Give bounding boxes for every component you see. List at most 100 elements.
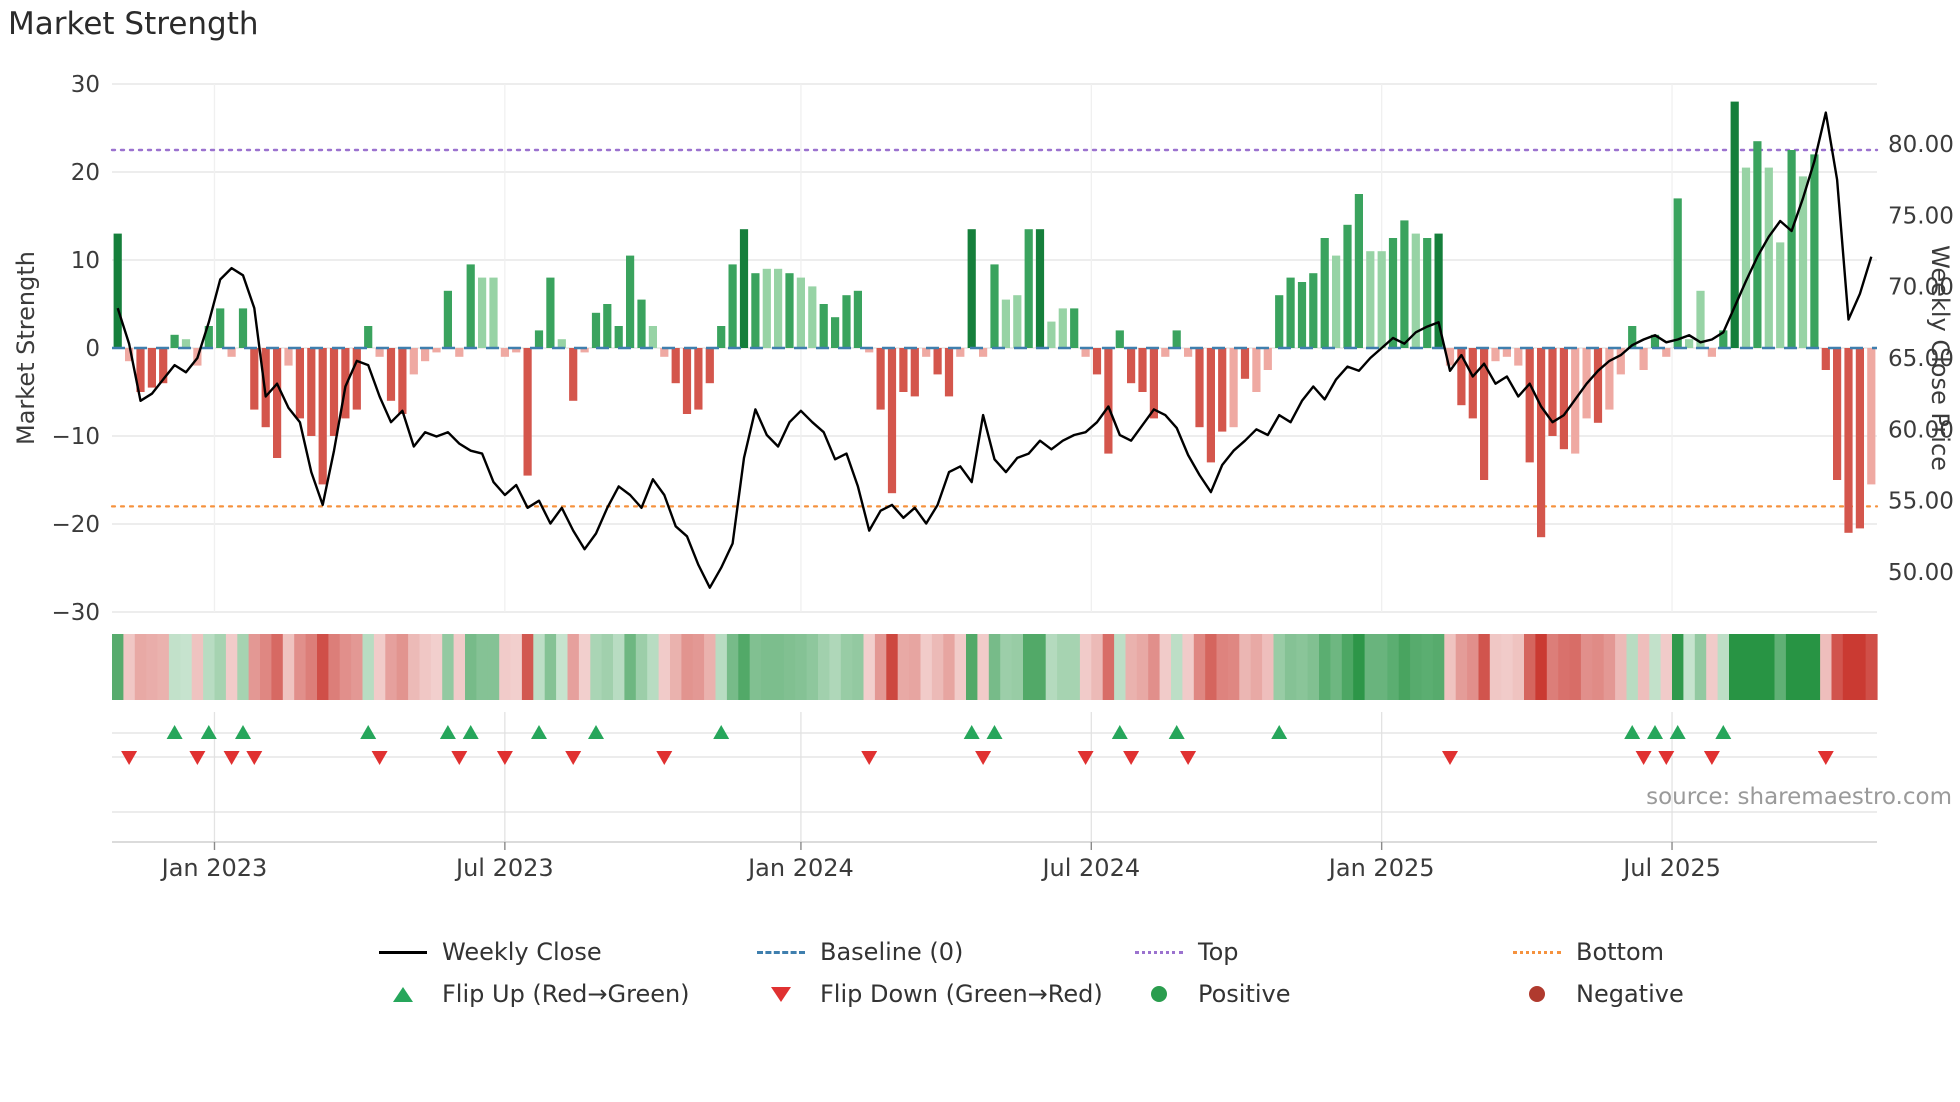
strength-bar — [671, 348, 680, 384]
strength-bar — [273, 348, 282, 458]
strength-bar — [421, 348, 430, 362]
heatmap-cell — [874, 634, 887, 700]
heatmap-cell — [248, 634, 261, 700]
strength-bar — [1833, 348, 1842, 480]
market-strength-chart: 30 20 10 0 −10 −20 −30 80.00 75.00 70.00 65.00 60.0… — [51, 72, 1954, 882]
heatmap-cell — [1353, 634, 1366, 700]
heatmap-cell — [1387, 634, 1400, 700]
strength-bar — [1559, 348, 1568, 450]
strength-bar — [443, 290, 452, 348]
heatmap-cell — [601, 634, 614, 700]
strength-bar — [1206, 348, 1215, 463]
heatmap-cell — [476, 634, 489, 700]
strength-bar — [1855, 348, 1864, 529]
strength-bar — [1058, 308, 1067, 348]
heatmap-cell — [1125, 634, 1138, 700]
left-axis-tick-label: 0 — [85, 336, 100, 362]
flip-down-triangle-icon — [756, 986, 806, 1002]
strength-bar — [1639, 348, 1648, 370]
flip-down-marker — [451, 751, 468, 765]
strength-bar — [1366, 251, 1375, 348]
flip-up-marker — [963, 725, 980, 739]
x-axis-tick-label: Jul 2024 — [1040, 854, 1140, 882]
right-axis-tick-label: 50.00 — [1888, 560, 1954, 586]
flip-down-marker — [1180, 751, 1197, 765]
flip-down-marker — [121, 751, 138, 765]
strength-bar — [1172, 330, 1181, 348]
strength-bar — [432, 348, 441, 353]
strength-bar — [1332, 255, 1341, 348]
heatmap-cell — [1216, 634, 1229, 700]
strength-bar — [865, 348, 874, 353]
heatmap-cell — [556, 634, 569, 700]
heatmap-cell — [840, 634, 853, 700]
heatmap-cell — [1831, 634, 1844, 700]
x-axis-tick-label: Jan 2024 — [746, 854, 854, 882]
strength-bar — [159, 348, 168, 384]
flip-up-marker — [1168, 725, 1185, 739]
source-credit: source: sharemaestro.com — [1646, 784, 1952, 810]
strength-bar — [1730, 101, 1739, 348]
flip-down-marker — [246, 751, 263, 765]
heatmap-cell — [795, 634, 808, 700]
strength-bar — [1195, 348, 1204, 428]
heatmap-cell — [237, 634, 250, 700]
heatmap-cell — [806, 634, 819, 700]
strength-bar — [1092, 348, 1102, 375]
strength-bar — [694, 348, 703, 410]
heatmap-cell — [931, 634, 944, 700]
strength-bar — [1810, 154, 1819, 348]
page-title: Market Strength — [8, 6, 259, 42]
strength-bar — [876, 348, 885, 410]
strength-bar — [216, 308, 225, 348]
heatmap-cell — [749, 634, 762, 700]
left-axis-tick-label: −30 — [51, 600, 100, 626]
strength-bar — [1423, 238, 1432, 348]
flip-down-marker — [189, 751, 206, 765]
strength-bar — [1844, 348, 1853, 533]
heatmap-cell — [943, 634, 956, 700]
flip-up-marker — [166, 725, 183, 739]
strength-bar — [1218, 348, 1227, 432]
heatmap-cell — [1660, 634, 1673, 700]
right-axis-tick-label: 65.00 — [1888, 346, 1954, 372]
legend-label-weekly-close: Weekly Close — [442, 938, 602, 966]
heatmap-cell — [1603, 634, 1616, 700]
strength-bar — [887, 348, 897, 494]
heatmap-cell — [328, 634, 341, 700]
strength-bar — [660, 348, 669, 357]
legend-item-flip-down: Flip Down (Green→Red) — [756, 976, 1134, 1012]
heatmap-cell — [1797, 634, 1810, 700]
heatmap-cell — [1262, 634, 1275, 700]
heatmap-cell — [1068, 634, 1081, 700]
strength-bar — [1275, 295, 1284, 348]
strength-bar — [1286, 277, 1295, 348]
x-axis-tick-label: Jul 2025 — [1621, 854, 1721, 882]
legend-item-top: Top — [1134, 934, 1512, 970]
strength-bar — [329, 348, 339, 436]
heatmap-cell — [1592, 634, 1605, 700]
strength-bar — [125, 348, 134, 362]
heatmap-cell — [1148, 634, 1161, 700]
strength-bar — [1628, 326, 1637, 348]
strength-bar — [1605, 348, 1614, 410]
strength-bar — [1719, 330, 1728, 348]
flip-up-marker — [1647, 725, 1663, 739]
heatmap-cell — [1842, 634, 1855, 700]
heatmap-cell — [1580, 634, 1593, 700]
strength-bar — [990, 264, 999, 348]
heatmap-cell — [180, 634, 193, 700]
heatmap-cell — [1649, 634, 1662, 700]
strength-bar — [147, 348, 156, 388]
strength-bar — [1821, 348, 1830, 370]
positive-dot-icon — [1134, 986, 1184, 1002]
x-axis-tick-label: Jan 2023 — [160, 854, 268, 882]
strength-bar — [295, 348, 304, 419]
strength-bar — [1593, 348, 1603, 423]
heatmap-cell — [1444, 634, 1457, 700]
heatmap-cell — [1501, 634, 1514, 700]
heatmap-cell — [1023, 634, 1035, 700]
strength-bar — [1104, 348, 1113, 454]
strength-bar — [591, 312, 601, 348]
legend-label-flip-up: Flip Up (Red→Green) — [442, 980, 690, 1008]
